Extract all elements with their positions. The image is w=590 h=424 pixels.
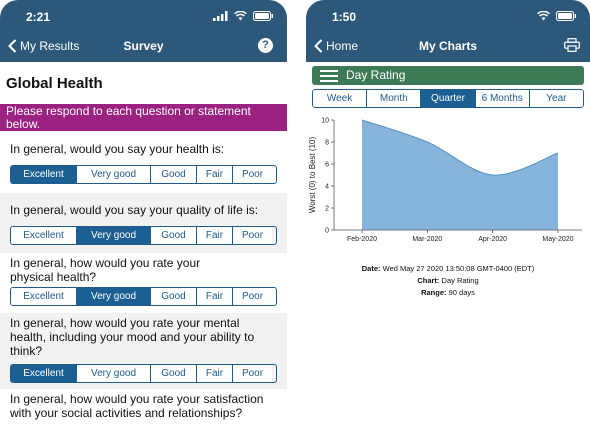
range-label: Range: xyxy=(421,288,447,297)
question-3: In general, how would you rate your phys… xyxy=(0,253,287,313)
back-to-my-results-button[interactable]: My Results xyxy=(8,39,79,53)
question-5: In general, how would you rate your sati… xyxy=(0,389,287,424)
chart-range-info: Range: 90 days xyxy=(306,288,590,297)
option-very-good[interactable]: Very good xyxy=(77,365,151,382)
back-to-home-button[interactable]: Home xyxy=(314,39,358,53)
range-6-months[interactable]: 6 Months xyxy=(475,90,530,107)
y-tick-label: 6 xyxy=(325,162,329,169)
question-text: In general, how would you rate your phys… xyxy=(10,256,201,284)
chevron-left-icon xyxy=(314,39,323,53)
option-very-good[interactable]: Very good xyxy=(77,288,151,305)
range-year[interactable]: Year xyxy=(529,90,583,107)
charts-header: 1:50 Home My Charts xyxy=(306,0,590,62)
x-tick-label: Apr-2020 xyxy=(478,236,507,243)
option-excellent[interactable]: Excellent xyxy=(11,227,77,244)
question-text: In general, how would you rate your ment… xyxy=(10,316,255,358)
chart-selector-bar[interactable]: Day Rating xyxy=(312,66,584,85)
y-tick-label: 0 xyxy=(325,228,329,235)
chart-label: Chart: xyxy=(417,276,440,285)
option-good[interactable]: Good xyxy=(151,288,197,305)
question-text: In general, would you say your health is… xyxy=(10,142,225,156)
area-fill xyxy=(362,120,558,230)
answer-selector: Excellent Very good Good Fair Poor xyxy=(10,165,277,184)
back-label: My Results xyxy=(20,39,80,53)
battery-icon xyxy=(556,11,576,21)
option-very-good[interactable]: Very good xyxy=(77,166,151,183)
x-tick-label: May-2020 xyxy=(542,236,573,243)
y-axis-label: Worst (0) to Best (10) xyxy=(308,137,317,214)
status-time: 1:50 xyxy=(332,10,357,24)
hamburger-menu-icon[interactable] xyxy=(320,70,338,82)
option-fair[interactable]: Fair xyxy=(197,166,233,183)
y-tick-label: 10 xyxy=(321,118,329,125)
chart-value: Day Rating xyxy=(441,276,479,285)
chart-name: Day Rating xyxy=(346,68,406,82)
option-poor[interactable]: Poor xyxy=(233,166,272,183)
chart-name-info: Chart: Day Rating xyxy=(306,276,590,285)
answer-selector: Excellent Very good Good Fair Poor xyxy=(10,364,277,383)
option-fair[interactable]: Fair xyxy=(197,288,233,305)
option-poor[interactable]: Poor xyxy=(233,365,272,382)
date-label: Date: xyxy=(361,264,381,273)
option-excellent[interactable]: Excellent xyxy=(11,166,77,183)
y-tick-label: 4 xyxy=(325,184,329,191)
option-fair[interactable]: Fair xyxy=(197,365,233,382)
option-good[interactable]: Good xyxy=(151,227,197,244)
cellular-signal-icon xyxy=(213,11,228,21)
instructions-banner: Please respond to each question or state… xyxy=(0,104,287,131)
date-value: Wed May 27 2020 13:50:08 GMT-0400 (EDT) xyxy=(382,264,535,273)
option-excellent[interactable]: Excellent xyxy=(11,288,77,305)
survey-header: 2:21 My Results Survey ? xyxy=(0,0,287,62)
survey-title: Global Health xyxy=(6,75,103,92)
wifi-icon xyxy=(234,11,247,21)
status-bar: 2:21 xyxy=(0,0,287,32)
x-tick-label: Feb-2020 xyxy=(347,236,377,243)
navigation-bar: Home My Charts xyxy=(306,34,590,60)
survey-screen: 2:21 My Results Survey ? Global Health P… xyxy=(0,0,287,424)
print-icon[interactable] xyxy=(564,38,580,52)
question-2: In general, would you say your quality o… xyxy=(0,193,287,253)
y-tick-label: 2 xyxy=(325,206,329,213)
day-rating-chart: 0 2 4 6 8 10 Feb-2020 Mar-2020 Apr-2020 May-2020 W… xyxy=(308,118,582,243)
x-tick-label: Mar-2020 xyxy=(412,236,442,243)
status-bar: 1:50 xyxy=(306,0,590,32)
back-label: Home xyxy=(326,39,359,53)
status-time: 2:21 xyxy=(26,10,51,24)
area-line xyxy=(361,119,559,176)
range-quarter[interactable]: Quarter xyxy=(421,90,476,107)
question-text: In general, how would you rate your sati… xyxy=(10,392,264,420)
option-excellent[interactable]: Excellent xyxy=(11,365,77,382)
answer-selector: Excellent Very good Good Fair Poor xyxy=(10,226,277,245)
range-value: 90 days xyxy=(448,288,475,297)
option-poor[interactable]: Poor xyxy=(233,227,272,244)
navigation-bar: My Results Survey ? xyxy=(0,34,287,60)
range-month[interactable]: Month xyxy=(367,90,422,107)
chart-date-info: Date: Wed May 27 2020 13:50:08 GMT-0400 … xyxy=(306,264,590,273)
question-text: In general, would you say your quality o… xyxy=(10,203,259,217)
battery-icon xyxy=(253,11,273,21)
option-good[interactable]: Good xyxy=(151,365,197,382)
option-fair[interactable]: Fair xyxy=(197,227,233,244)
range-selector: Week Month Quarter 6 Months Year xyxy=(312,89,584,108)
question-4: In general, how would you rate your ment… xyxy=(0,313,287,389)
option-good[interactable]: Good xyxy=(151,166,197,183)
question-1: In general, would you say your health is… xyxy=(0,133,287,193)
chevron-left-icon xyxy=(8,39,17,53)
range-week[interactable]: Week xyxy=(313,90,368,107)
option-poor[interactable]: Poor xyxy=(233,288,272,305)
y-tick-label: 8 xyxy=(325,140,329,147)
help-button[interactable]: ? xyxy=(258,38,273,53)
option-very-good[interactable]: Very good xyxy=(77,227,151,244)
wifi-icon xyxy=(537,11,550,21)
answer-selector: Excellent Very good Good Fair Poor xyxy=(10,287,277,306)
charts-screen: 1:50 Home My Charts Day Rating Week xyxy=(306,0,590,424)
